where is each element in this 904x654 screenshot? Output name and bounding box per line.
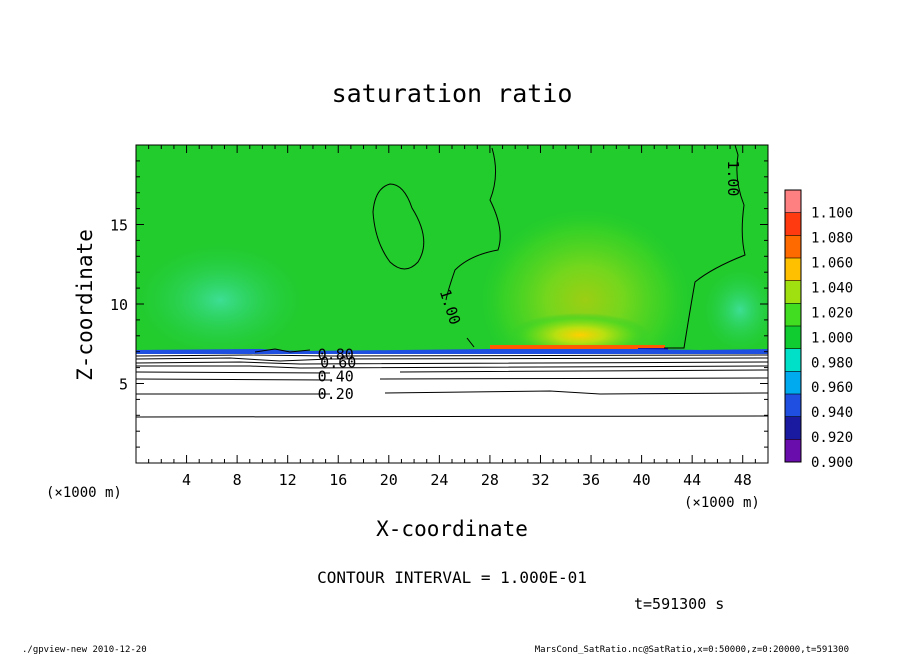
x-tick-label: 8 [233,471,242,489]
colorbar-swatch [785,416,801,440]
hot-strip [490,345,665,349]
x-tick-label: 4 [182,471,191,489]
colorbar-swatch [785,235,801,258]
x-axis-label: X-coordinate [376,517,528,541]
colorbar-label: 0.980 [811,355,853,371]
colorbar-label: 1.000 [811,330,853,346]
y-tick-label: 10 [110,296,128,314]
contour-label: 1.00 [724,160,742,196]
blue-band [136,349,768,354]
colorbar-label: 0.920 [811,430,853,446]
time-text: t=591300 s [634,595,724,613]
contour-line [664,145,746,349]
colorbar-label: 1.040 [811,280,853,296]
x-tick-label: 12 [279,471,297,489]
x-tick-label: 48 [734,471,752,489]
contour-line [136,357,768,362]
x-tick-label: 16 [329,471,347,489]
x-tick-label: 24 [430,471,448,489]
y-tick-label: 15 [110,217,128,235]
colorbar-label: 0.960 [811,380,853,396]
colorbar-swatch [785,439,801,462]
contour-labels: 1.001.000.800.600.400.20 [318,160,742,403]
colorbar-swatch [785,303,801,326]
colorbar-swatch [785,371,801,394]
colorbar-swatch [785,326,801,349]
contour-label: 0.60 [320,353,356,371]
contour-interval-text: CONTOUR INTERVAL = 1.000E-01 [317,568,587,587]
colorbar-label: 0.940 [811,405,853,421]
contour-line [466,337,475,348]
colorbar-label: 1.020 [811,305,853,321]
x-unit-left: (×1000 m) [46,485,122,501]
y-axis: 5 10 15 [110,160,768,448]
contour-line [136,390,768,395]
contour-label: 0.80 [318,345,354,363]
colorbar-swatch [785,348,801,372]
contour-label: 0.20 [318,385,354,403]
x-tick-label: 44 [683,471,701,489]
y-axis-label: Z-coordinate [73,229,97,381]
x-unit-right: (×1000 m) [684,495,760,511]
colorbar-label: 1.060 [811,256,853,272]
colorbar-label: 1.100 [811,206,853,222]
contour-line [136,377,768,381]
plot-area [136,145,768,463]
contour-line [136,369,768,374]
colorbar: 0.900 0.920 0.940 0.960 0.980 1.000 1.020 1.040… [784,189,853,471]
contour-line [136,415,768,418]
colorbar-swatch [785,258,801,281]
footer-left: ./gpview-new 2010-12-20 [22,645,147,654]
x-tick-label: 28 [481,471,499,489]
x-tick-label: 40 [633,471,651,489]
contour-line [136,361,768,365]
footer-right: MarsCond_SatRatio.nc@SatRatio,x=0:50000,… [535,645,849,654]
colorbar-swatch [785,280,801,304]
colorbar-swatch [785,190,801,213]
contour-label: 0.40 [318,368,354,386]
x-tick-label: 32 [531,471,549,489]
colorbar-swatch [785,394,801,417]
colorbar-label: 0.900 [811,455,853,471]
contour-line [136,365,768,369]
cool-patch [136,240,310,360]
contour-lines [136,145,768,418]
contour-line [445,147,501,301]
y-tick-label: 5 [119,376,128,394]
x-axis: 4 8 12 16 20 24 28 32 36 40 44 48 [148,145,756,489]
colorbar-swatch [785,212,801,236]
contour-line [372,183,425,270]
x-tick-label: 36 [582,471,600,489]
contour-line [136,354,768,357]
contour-line [254,348,311,353]
cool-patch [700,265,768,355]
chart-title: saturation ratio [332,79,573,108]
colorbar-label: 1.080 [811,231,853,247]
x-tick-label: 20 [380,471,398,489]
